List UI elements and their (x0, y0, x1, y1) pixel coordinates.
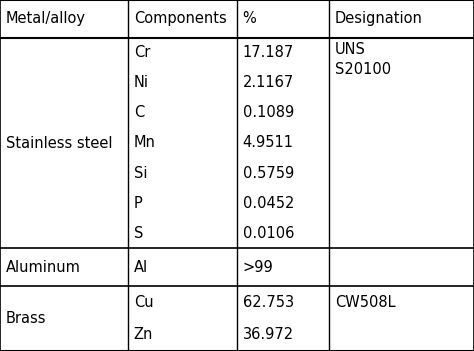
Text: Cr: Cr (134, 45, 150, 60)
Text: 0.0452: 0.0452 (243, 196, 294, 211)
Text: 0.1089: 0.1089 (243, 105, 294, 120)
Text: Metal/alloy: Metal/alloy (6, 11, 86, 26)
Text: CW508L: CW508L (335, 295, 396, 310)
Text: Aluminum: Aluminum (6, 260, 81, 274)
Text: Mn: Mn (134, 135, 155, 151)
Text: Zn: Zn (134, 327, 153, 342)
Text: Cu: Cu (134, 295, 153, 310)
Text: 4.9511: 4.9511 (243, 135, 294, 151)
Text: Designation: Designation (335, 11, 423, 26)
Text: Stainless steel: Stainless steel (6, 135, 112, 151)
Text: S: S (134, 226, 143, 241)
Text: 62.753: 62.753 (243, 295, 294, 310)
Text: UNS
S20100: UNS S20100 (335, 42, 391, 77)
Text: %: % (243, 11, 256, 26)
Text: 36.972: 36.972 (243, 327, 294, 342)
Text: 2.1167: 2.1167 (243, 75, 294, 90)
Text: 17.187: 17.187 (243, 45, 294, 60)
Text: Components: Components (134, 11, 227, 26)
Text: Ni: Ni (134, 75, 149, 90)
Text: Brass: Brass (6, 311, 46, 326)
Text: 0.5759: 0.5759 (243, 166, 294, 180)
Text: P: P (134, 196, 142, 211)
Text: >99: >99 (243, 260, 273, 274)
Text: Si: Si (134, 166, 147, 180)
Text: 0.0106: 0.0106 (243, 226, 294, 241)
Text: C: C (134, 105, 144, 120)
Text: Al: Al (134, 260, 148, 274)
